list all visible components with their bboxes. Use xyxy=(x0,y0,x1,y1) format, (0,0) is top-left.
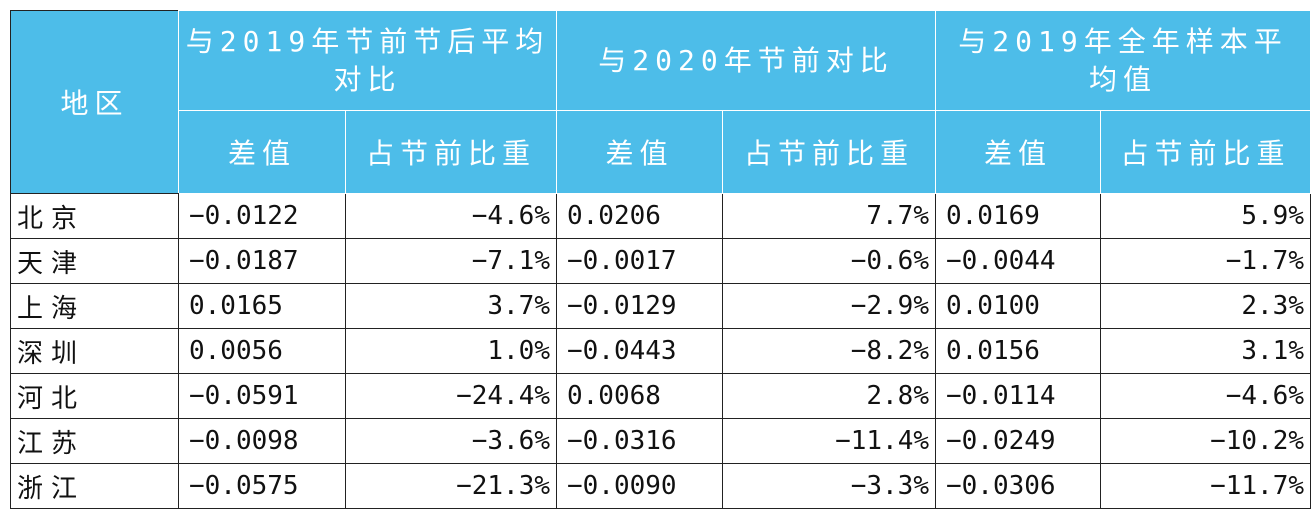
percent-cell: 2.3% xyxy=(1100,283,1311,329)
sub-header: 差值 xyxy=(935,110,1101,194)
diff-cell: −0.0443 xyxy=(556,328,723,374)
table-row: 天津 −0.0187 −7.1% −0.0017 −0.6% −0.0044 −1.7% xyxy=(10,238,1311,284)
diff-cell: −0.0122 xyxy=(178,193,346,239)
region-cell: 上海 xyxy=(10,283,179,329)
diff-cell: −0.0044 xyxy=(935,238,1101,284)
percent-cell: −11.7% xyxy=(1100,463,1311,509)
sub-header: 占节前比重 xyxy=(722,110,936,194)
percent-cell: −1.7% xyxy=(1100,238,1311,284)
percent-cell: −4.6% xyxy=(345,193,557,239)
sub-header: 占节前比重 xyxy=(345,110,557,194)
diff-cell: 0.0165 xyxy=(178,283,346,329)
region-header: 地区 xyxy=(10,10,179,194)
diff-cell: −0.0575 xyxy=(178,463,346,509)
diff-cell: −0.0129 xyxy=(556,283,723,329)
region-cell: 天津 xyxy=(10,238,179,284)
percent-cell: −10.2% xyxy=(1100,418,1311,464)
table-row: 北京 −0.0122 −4.6% 0.0206 7.7% 0.0169 5.9% xyxy=(10,193,1311,239)
percent-cell: −7.1% xyxy=(345,238,557,284)
diff-cell: 0.0068 xyxy=(556,373,723,419)
percent-cell: −2.9% xyxy=(722,283,936,329)
diff-cell: −0.0316 xyxy=(556,418,723,464)
percent-cell: −3.6% xyxy=(345,418,557,464)
diff-cell: −0.0306 xyxy=(935,463,1101,509)
sub-header: 差值 xyxy=(178,110,346,194)
diff-cell: −0.0187 xyxy=(178,238,346,284)
sub-header: 占节前比重 xyxy=(1100,110,1311,194)
percent-cell: −21.3% xyxy=(345,463,557,509)
diff-cell: 0.0100 xyxy=(935,283,1101,329)
diff-cell: 0.0156 xyxy=(935,328,1101,374)
percent-cell: −0.6% xyxy=(722,238,936,284)
group-header: 与2020年节前对比 xyxy=(556,10,936,111)
percent-cell: 1.0% xyxy=(345,328,557,374)
group-header: 与2019年节前节后平均对比 xyxy=(178,10,557,111)
diff-cell: 0.0169 xyxy=(935,193,1101,239)
percent-cell: 3.1% xyxy=(1100,328,1311,374)
table-row: 上海 0.0165 3.7% −0.0129 −2.9% 0.0100 2.3% xyxy=(10,283,1311,329)
diff-cell: −0.0249 xyxy=(935,418,1101,464)
percent-cell: −3.3% xyxy=(722,463,936,509)
diff-cell: −0.0098 xyxy=(178,418,346,464)
region-cell: 浙江 xyxy=(10,463,179,509)
table-row: 浙江 −0.0575 −21.3% −0.0090 −3.3% −0.0306 −11.7% xyxy=(10,463,1311,509)
data-table: 地区 与2019年节前节后平均对比 与2020年节前对比 与2019年全年样本平均值… xyxy=(10,10,1311,509)
table-row: 河北 −0.0591 −24.4% 0.0068 2.8% −0.0114 −4.6% xyxy=(10,373,1311,419)
percent-cell: 2.8% xyxy=(722,373,936,419)
region-cell: 深圳 xyxy=(10,328,179,374)
region-cell: 北京 xyxy=(10,193,179,239)
percent-cell: 5.9% xyxy=(1100,193,1311,239)
percent-cell: 7.7% xyxy=(722,193,936,239)
percent-cell: −8.2% xyxy=(722,328,936,374)
diff-cell: −0.0017 xyxy=(556,238,723,284)
table-row: 深圳 0.0056 1.0% −0.0443 −8.2% 0.0156 3.1% xyxy=(10,328,1311,374)
region-cell: 河北 xyxy=(10,373,179,419)
table-row: 江苏 −0.0098 −3.6% −0.0316 −11.4% −0.0249 −10.2% xyxy=(10,418,1311,464)
percent-cell: −11.4% xyxy=(722,418,936,464)
sub-header: 差值 xyxy=(556,110,723,194)
percent-cell: 3.7% xyxy=(345,283,557,329)
diff-cell: −0.0591 xyxy=(178,373,346,419)
diff-cell: 0.0056 xyxy=(178,328,346,374)
diff-cell: −0.0114 xyxy=(935,373,1101,419)
diff-cell: 0.0206 xyxy=(556,193,723,239)
region-cell: 江苏 xyxy=(10,418,179,464)
percent-cell: −24.4% xyxy=(345,373,557,419)
diff-cell: −0.0090 xyxy=(556,463,723,509)
percent-cell: −4.6% xyxy=(1100,373,1311,419)
group-header: 与2019年全年样本平均值 xyxy=(935,10,1311,111)
